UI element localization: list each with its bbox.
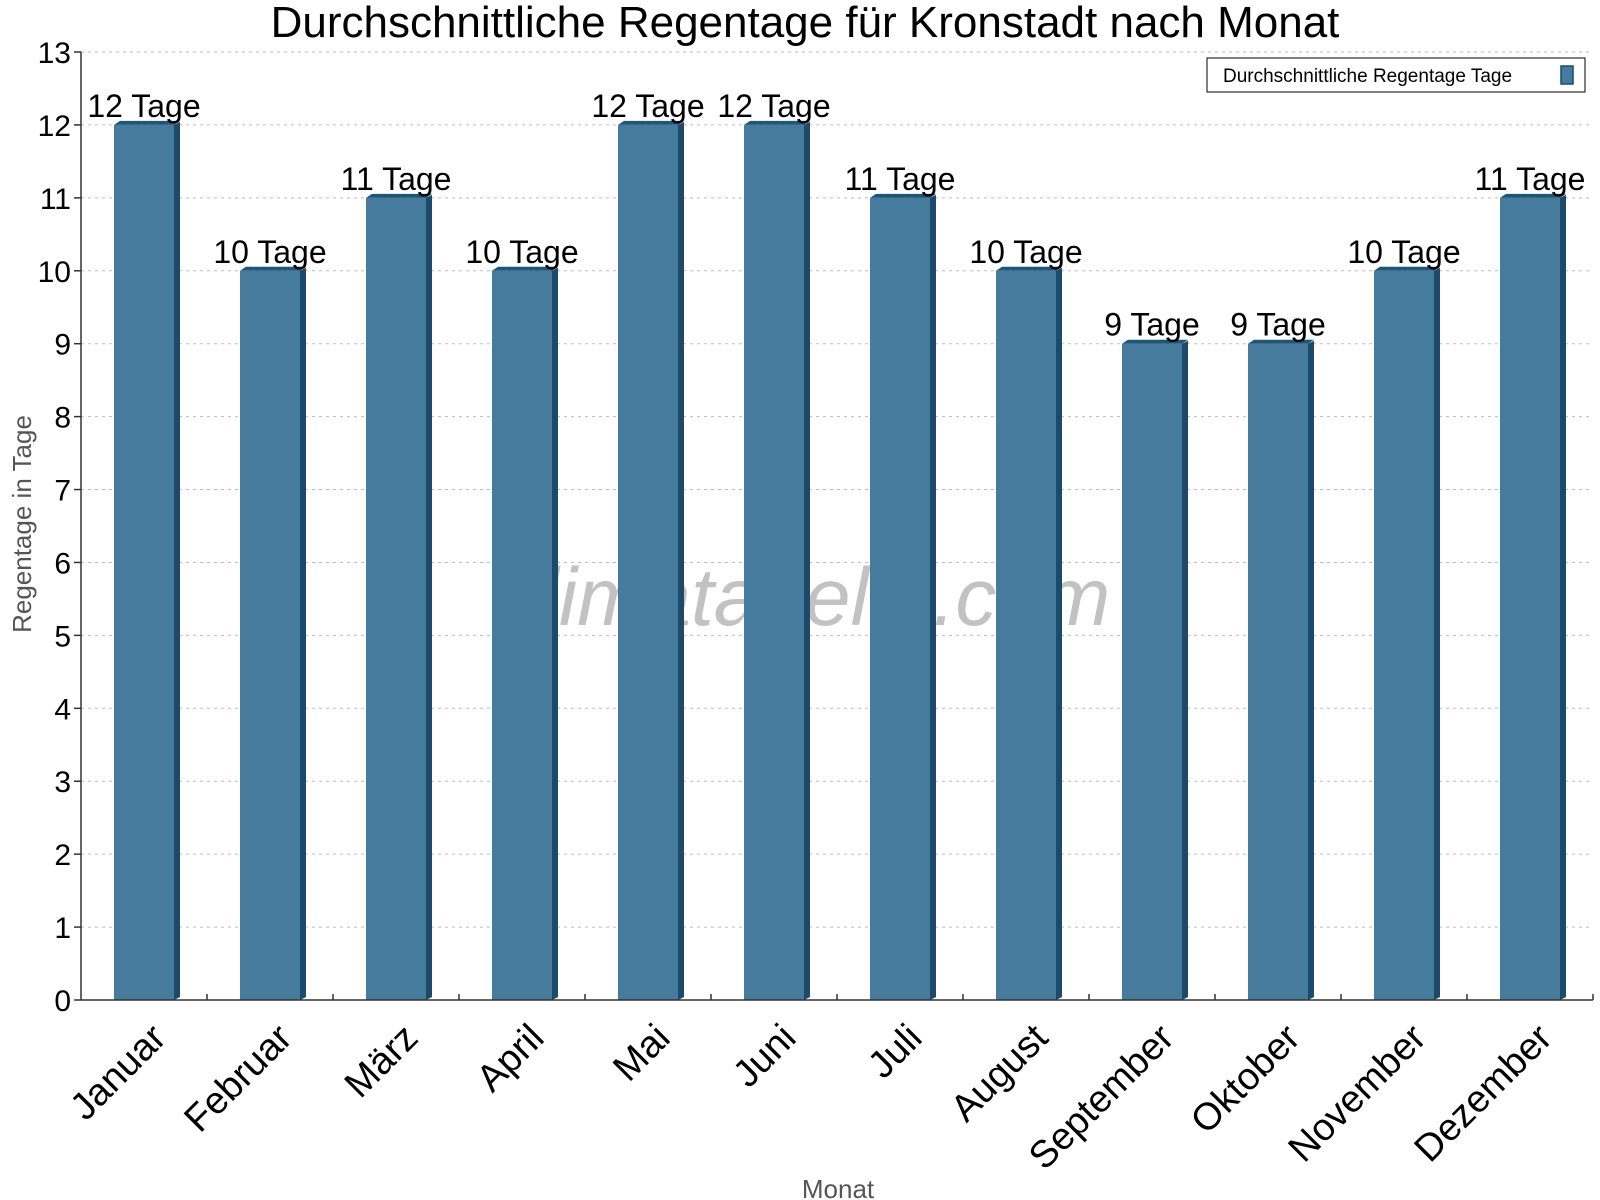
bar-side — [426, 194, 432, 1000]
bar-side — [1308, 340, 1314, 1000]
x-tick-label: März — [337, 1017, 426, 1106]
bar-juni — [744, 120, 810, 1000]
x-tick-label: Januar — [62, 1016, 174, 1128]
bar-top — [996, 266, 1062, 271]
bar-side — [1560, 194, 1566, 1000]
x-tick-label: August — [943, 1016, 1057, 1130]
y-axis-label: Regentage in Tage — [7, 415, 37, 633]
x-tick-label: Juli — [860, 1017, 930, 1087]
data-label: 9 Tage — [1230, 307, 1326, 343]
y-tick-label: 5 — [54, 620, 71, 653]
bar-front — [1500, 197, 1560, 1000]
bar-front — [240, 270, 300, 1000]
data-label: 12 Tage — [591, 88, 704, 124]
data-label: 11 Tage — [845, 161, 956, 197]
bars — [114, 120, 1566, 1000]
x-tick-label: Mai — [605, 1017, 678, 1090]
y-tick-label: 12 — [38, 110, 71, 143]
y-tick-label: 10 — [38, 256, 71, 289]
bar-side — [552, 267, 558, 1000]
y-tick-label: 9 — [54, 329, 71, 362]
bar-top — [744, 120, 810, 125]
bar-top — [492, 266, 558, 271]
bar-front — [996, 270, 1056, 1000]
gridlines — [81, 51, 1593, 928]
bar-mai — [618, 120, 684, 1000]
data-label: 10 Tage — [465, 234, 578, 270]
legend-label: Durchschnittliche Regentage Tage — [1223, 66, 1512, 87]
bar-dezember — [1500, 193, 1566, 1000]
x-tick-label: Juni — [725, 1017, 804, 1096]
x-tick-label: Oktober — [1183, 1016, 1309, 1142]
bar-april — [492, 266, 558, 1000]
bar-front — [870, 197, 930, 1000]
bar-front — [366, 197, 426, 1000]
data-label: 11 Tage — [1475, 161, 1586, 197]
bar-side — [300, 267, 306, 1000]
axes — [80, 52, 1593, 1001]
x-tick-label: April — [469, 1017, 552, 1100]
x-axis-ticks: Januar Februar März April Mai Juni Juli AugustS… — [62, 994, 1594, 1178]
bar-side — [174, 121, 180, 1000]
legend-box — [1206, 57, 1586, 93]
bar-märz — [366, 193, 432, 1000]
bar-september — [1122, 339, 1188, 1000]
y-tick-label: 0 — [54, 985, 71, 1018]
data-label: 10 Tage — [1347, 234, 1460, 270]
data-label: 12 Tage — [717, 88, 830, 124]
bar-front — [618, 124, 678, 1000]
bar-top — [1248, 339, 1314, 344]
x-tick-label: Dezember — [1407, 1016, 1561, 1170]
bar-front — [114, 124, 174, 1000]
bar-front — [1122, 343, 1182, 1000]
y-tick-label: 2 — [54, 839, 71, 872]
y-tick-label: 1 — [54, 912, 71, 945]
bar-side — [1056, 267, 1062, 1000]
legend-swatch — [1560, 65, 1574, 85]
data-label: 10 Tage — [213, 234, 326, 270]
y-tick-label: 8 — [54, 402, 71, 435]
bar-top — [366, 193, 432, 198]
bar-front — [1374, 270, 1434, 1000]
bar-november — [1374, 266, 1440, 1000]
bar-side — [1434, 267, 1440, 1000]
chart-title: Durchschnittliche Regentage für Kronstad… — [271, 0, 1340, 47]
bar-front — [1248, 343, 1308, 1000]
data-label: 12 Tage — [87, 88, 200, 124]
y-tick-label: 4 — [54, 693, 71, 726]
y-tick-label: 11 — [40, 183, 71, 216]
data-label: 11 Tage — [341, 161, 452, 197]
data-label: 10 Tage — [969, 234, 1082, 270]
y-tick-label: 3 — [54, 766, 71, 799]
bar-top — [1374, 266, 1440, 271]
bar-top — [1500, 193, 1566, 198]
x-tick-label: November — [1281, 1016, 1435, 1170]
y-tick-label: 7 — [54, 475, 71, 508]
bar-side — [1182, 340, 1188, 1000]
bar-top — [1122, 339, 1188, 344]
y-tick-label: 13 — [38, 37, 71, 70]
bar-februar — [240, 266, 306, 1000]
bar-side — [804, 121, 810, 1000]
y-tick-label: 6 — [54, 547, 71, 580]
bar-side — [930, 194, 936, 1000]
bar-top — [240, 266, 306, 271]
bar-januar — [114, 120, 180, 1000]
x-axis-label: Monat — [802, 1174, 875, 1200]
bar-side — [678, 121, 684, 1000]
data-label: 9 Tage — [1104, 307, 1200, 343]
bar-top — [870, 193, 936, 198]
x-tick-label: Februar — [177, 1016, 301, 1140]
bar-front — [492, 270, 552, 1000]
bar-oktober — [1248, 339, 1314, 1000]
bar-top — [114, 120, 180, 125]
bar-front — [744, 124, 804, 1000]
data-labels: 12 Tage 10 Tage 11 Tage 10 Tage 12 Tage 12 Ta… — [87, 88, 1585, 343]
bar-august — [996, 266, 1062, 1000]
legend: Durchschnittliche Regentage Tage — [1206, 57, 1586, 93]
bar-juli — [870, 193, 936, 1000]
bar-top — [618, 120, 684, 125]
